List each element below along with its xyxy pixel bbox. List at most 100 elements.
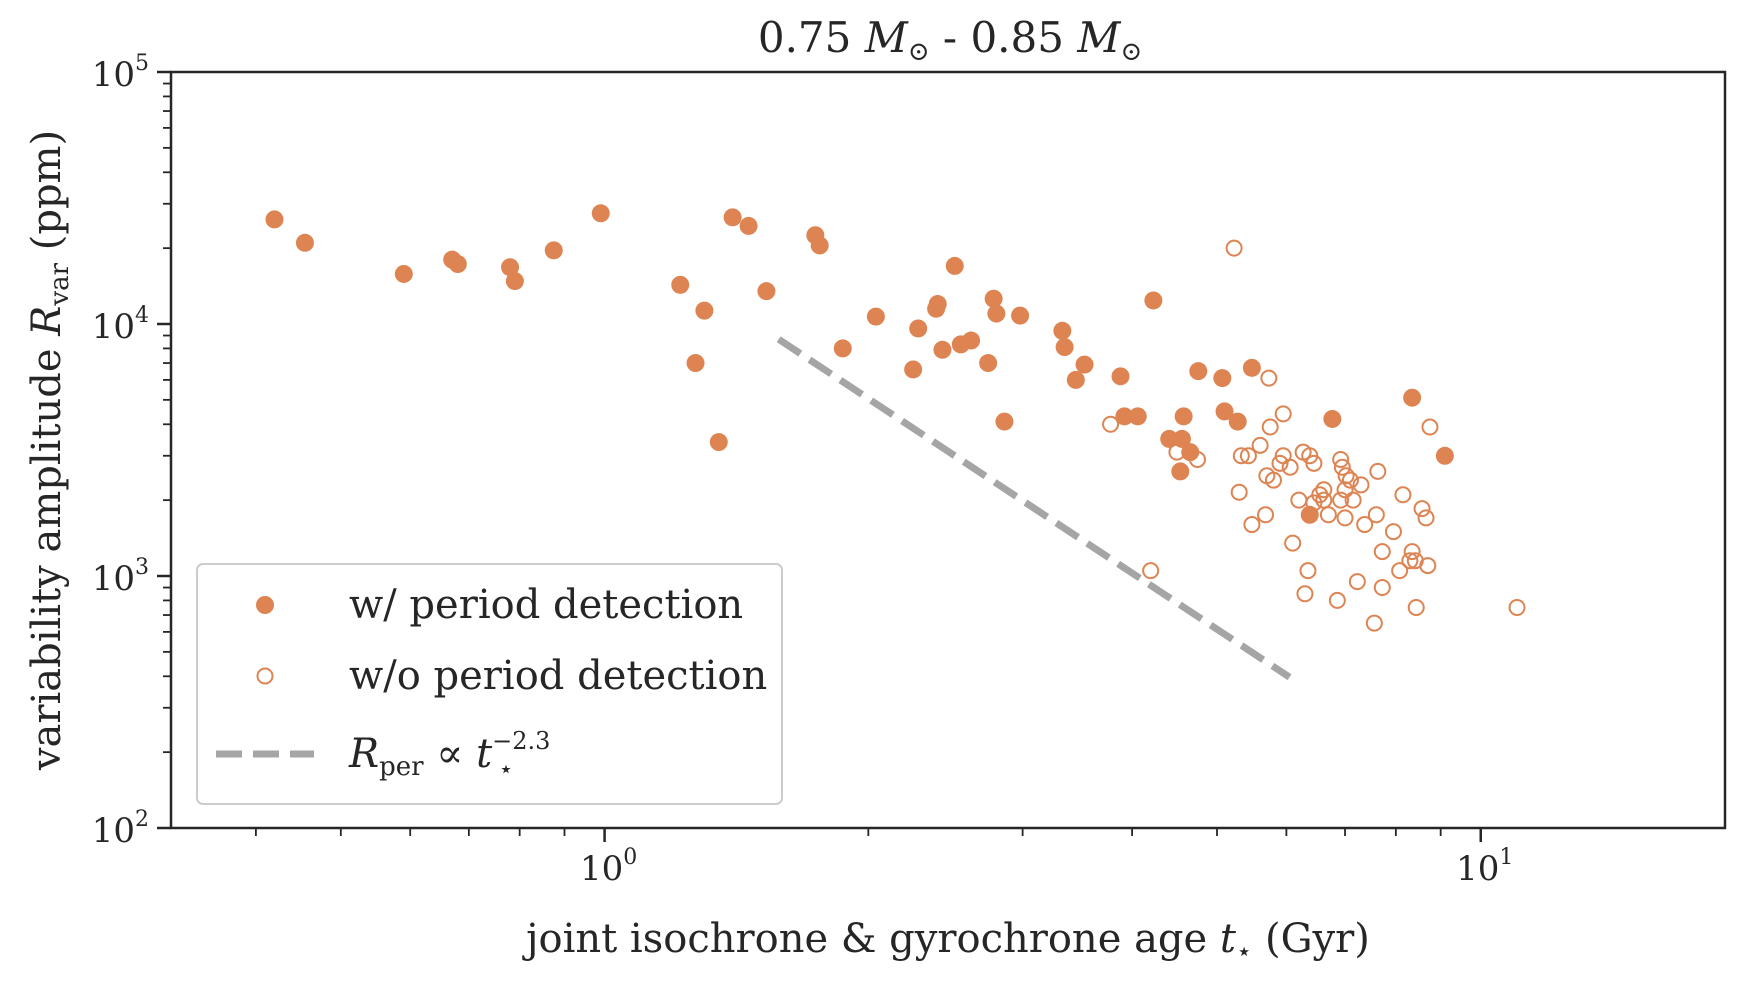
legend-label-undetected: w/o period detection: [349, 653, 767, 699]
data-point-detected: [1075, 355, 1094, 374]
data-point-undetected: [1413, 500, 1431, 518]
data-point-undetected: [1281, 458, 1299, 476]
data-point-undetected: [1401, 552, 1419, 570]
data-point-detected: [1160, 429, 1179, 448]
data-point-undetected: [1421, 418, 1439, 436]
y-tick-label: 104: [92, 303, 149, 347]
data-point-undetected: [1168, 443, 1186, 461]
data-point-detected: [695, 301, 714, 320]
data-point-detected: [671, 275, 690, 294]
data-point-detected: [448, 255, 467, 274]
axis-ticks: 102 103 104 105 100 101: [92, 51, 1514, 889]
legend-label-detected: w/ period detection: [349, 582, 743, 628]
data-point-detected: [394, 264, 413, 283]
y-tick-label: 103: [92, 555, 149, 599]
data-point-detected: [1055, 338, 1074, 357]
data-point-undetected: [1239, 447, 1257, 465]
data-point-detected: [904, 360, 923, 379]
data-point-detected: [987, 304, 1006, 323]
data-point-undetected: [1367, 506, 1385, 524]
data-point-detected: [1115, 407, 1134, 426]
data-point-detected: [1189, 362, 1208, 381]
data-point-detected: [866, 307, 885, 326]
data-point-undetected: [1333, 458, 1351, 476]
data-point-undetected: [1296, 585, 1314, 603]
legend-label-trend: Rper ∝ t−2.3 ⋆: [348, 727, 550, 783]
y-axis-label: variability amplitude Rvar (ppm): [24, 130, 75, 771]
data-point-detected: [1053, 321, 1072, 340]
data-point-undetected: [1336, 509, 1354, 527]
data-point-detected: [1435, 446, 1454, 465]
data-point-undetected: [1394, 486, 1412, 504]
chart-title: 0.75 M⊙ - 0.85 M⊙: [758, 13, 1142, 67]
data-point-detected: [1181, 443, 1200, 462]
data-point-undetected: [1264, 471, 1282, 489]
trend-line: [776, 336, 1292, 681]
data-point-detected: [1403, 388, 1422, 407]
data-point-undetected: [1188, 450, 1206, 468]
data-point-detected: [1066, 370, 1085, 389]
data-point-detected: [1174, 407, 1193, 426]
data-point-detected: [928, 295, 947, 314]
data-point-undetected: [1407, 598, 1425, 616]
data-point-detected: [505, 272, 524, 291]
data-point-detected: [501, 258, 520, 277]
data-point-undetected: [1344, 491, 1362, 509]
data-point-detected: [979, 354, 998, 373]
data-point-detected: [962, 331, 981, 350]
legend: w/ period detection w/o period detection R…: [196, 563, 783, 805]
data-point-undetected: [1369, 462, 1387, 480]
data-point-detected: [1213, 369, 1232, 388]
data-point-detected: [1011, 306, 1030, 325]
data-point-detected: [933, 340, 952, 359]
data-point-detected: [945, 256, 964, 275]
legend-box: [196, 563, 783, 805]
data-point-undetected: [1332, 491, 1350, 509]
data-point-detected: [544, 241, 563, 260]
data-point-undetected: [1257, 506, 1275, 524]
x-tick-label: 101: [1456, 845, 1513, 889]
data-point-undetected: [1419, 557, 1437, 575]
data-point-undetected: [1384, 523, 1402, 541]
data-point-undetected: [1225, 239, 1243, 257]
data-point-undetected: [1332, 450, 1350, 468]
data-point-undetected: [1315, 481, 1333, 499]
data-point-undetected: [1348, 573, 1366, 591]
data-point-undetected: [1352, 476, 1370, 494]
data-point-undetected: [1403, 543, 1421, 561]
data-point-detected: [723, 208, 742, 227]
data-point-detected: [833, 339, 852, 358]
data-point-undetected: [1230, 483, 1248, 501]
data-point-detected: [1144, 291, 1163, 310]
y-tick-label: 102: [92, 807, 149, 851]
data-point-undetected: [1328, 591, 1346, 609]
x-axis-label: joint isochrone & gyrochrone age t⋆ (Gyr…: [522, 916, 1370, 967]
x-tick-label: 100: [580, 845, 637, 889]
data-point-detected: [265, 210, 284, 229]
trend-line-group: [776, 336, 1292, 681]
data-point-detected: [1172, 429, 1191, 448]
data-point-detected: [1215, 402, 1234, 421]
data-point-detected: [909, 319, 928, 338]
data-point-detected: [984, 289, 1003, 308]
data-point-detected: [591, 204, 610, 223]
data-point-undetected: [1391, 562, 1409, 580]
legend-marker-filled: [256, 596, 274, 614]
data-point-detected: [739, 216, 758, 235]
data-point-undetected: [1365, 614, 1383, 632]
data-point-detected: [1128, 407, 1147, 426]
data-point-undetected: [1305, 454, 1323, 472]
data-point-detected: [757, 282, 776, 301]
data-point-detected: [709, 433, 728, 452]
data-point-detected: [810, 236, 829, 255]
data-point-undetected: [1373, 543, 1391, 561]
data-point-undetected: [1356, 516, 1374, 534]
data-points: [265, 204, 1526, 632]
data-point-undetected: [1299, 562, 1317, 580]
data-point-undetected: [1271, 454, 1289, 472]
data-point-detected: [1111, 367, 1130, 386]
data-point-undetected: [1373, 579, 1391, 597]
data-point-undetected: [1232, 447, 1250, 465]
data-point-undetected: [1261, 418, 1279, 436]
